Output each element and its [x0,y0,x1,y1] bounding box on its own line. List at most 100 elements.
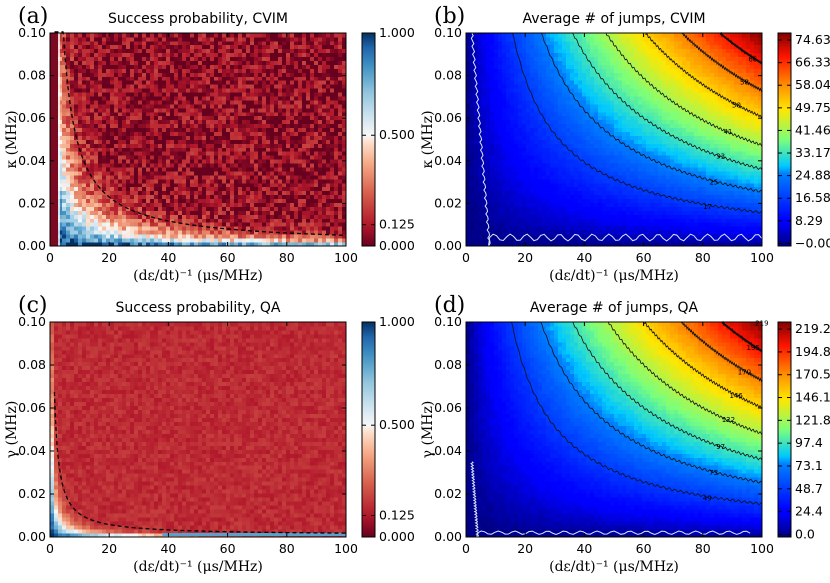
heatmap-cell [218,100,222,104]
heatmap-cell [178,195,182,199]
heatmap-cell [102,132,106,136]
heatmap-cell [126,92,130,96]
heatmap-cell [102,116,106,120]
heatmap-cell [118,167,122,171]
heatmap-cell [194,159,198,163]
heatmap-cell [210,226,214,230]
heatmap-cell [142,218,146,222]
heatmap-cell [166,57,170,61]
heatmap-cell [74,53,78,57]
heatmap-cell [150,61,154,65]
heatmap-cell [106,143,110,147]
heatmap-cell [122,33,126,37]
heatmap-cell [194,45,198,49]
heatmap-cell [74,69,78,73]
heatmap-cell [142,37,146,41]
heatmap-cell [198,151,202,155]
heatmap-cell [222,49,226,53]
heatmap-cell [118,136,122,140]
heatmap-cell [218,187,222,191]
heatmap-cell [78,80,82,84]
heatmap-cell [198,80,202,84]
heatmap-cell [74,108,78,112]
heatmap-cell [182,84,186,88]
heatmap-cell [138,104,142,108]
heatmap-cell [198,195,202,199]
heatmap-cell [70,84,74,88]
heatmap-cell [138,120,142,124]
heatmap-cell [206,136,210,140]
heatmap-cell [206,108,210,112]
heatmap-cell [194,108,198,112]
heatmap-cell [190,88,194,92]
heatmap-cell [94,199,98,203]
heatmap-cell [138,33,142,37]
heatmap-cell [114,151,118,155]
heatmap-cell [210,61,214,65]
heatmap-cell [190,143,194,147]
heatmap-cell [146,84,150,88]
heatmap-cell [102,143,106,147]
heatmap-cell [126,175,130,179]
heatmap-cell [222,108,226,112]
heatmap-cell [202,171,206,175]
heatmap-cell [118,140,122,144]
heatmap-cell [150,124,154,128]
heatmap-cell [182,136,186,140]
heatmap-cell [214,171,218,175]
heatmap-cell [90,45,94,49]
heatmap-cell [142,171,146,175]
heatmap-cell [106,104,110,108]
heatmap-cell [166,195,170,199]
heatmap-cell [130,128,134,132]
heatmap-cell [82,72,86,76]
heatmap-cell [110,57,114,61]
heatmap-cell [122,49,126,53]
heatmap-cell [126,171,130,175]
heatmap-cell [162,147,166,151]
heatmap-cell [202,132,206,136]
heatmap-cell [138,72,142,76]
heatmap-cell [158,167,162,171]
heatmap-cell [94,203,98,207]
heatmap-cell [86,199,90,203]
heatmap-cell [210,92,214,96]
heatmap-cell [118,187,122,191]
heatmap-cell [206,33,210,37]
heatmap-cell [146,207,150,211]
heatmap-cell [142,187,146,191]
heatmap-cell [178,191,182,195]
heatmap-cell [126,199,130,203]
heatmap-cell [178,65,182,69]
heatmap-cell [174,171,178,175]
heatmap-cell [126,84,130,88]
heatmap-cell [130,112,134,116]
heatmap-cell [126,222,130,226]
heatmap-cell [62,195,66,199]
heatmap-cell [62,128,66,132]
heatmap-cell [190,207,194,211]
heatmap-cell [210,132,214,136]
heatmap-cell [70,191,74,195]
heatmap-cell [62,112,66,116]
heatmap-cell [78,175,82,179]
heatmap-cell [162,230,166,234]
heatmap-cell [222,163,226,167]
heatmap-cell [182,112,186,116]
heatmap-cell [178,234,182,238]
heatmap-cell [126,155,130,159]
heatmap-cell [90,234,94,238]
heatmap-cell [86,140,90,144]
heatmap-cell [174,230,178,234]
heatmap-cell [214,65,218,69]
heatmap-cell [106,155,110,159]
heatmap-cell [106,218,110,222]
heatmap-cell [166,53,170,57]
heatmap-cell [66,140,70,144]
heatmap-cell [166,41,170,45]
heatmap-cell [158,203,162,207]
heatmap-cell [198,179,202,183]
heatmap-cell [94,218,98,222]
heatmap-cell [190,96,194,100]
heatmap-cell [94,45,98,49]
